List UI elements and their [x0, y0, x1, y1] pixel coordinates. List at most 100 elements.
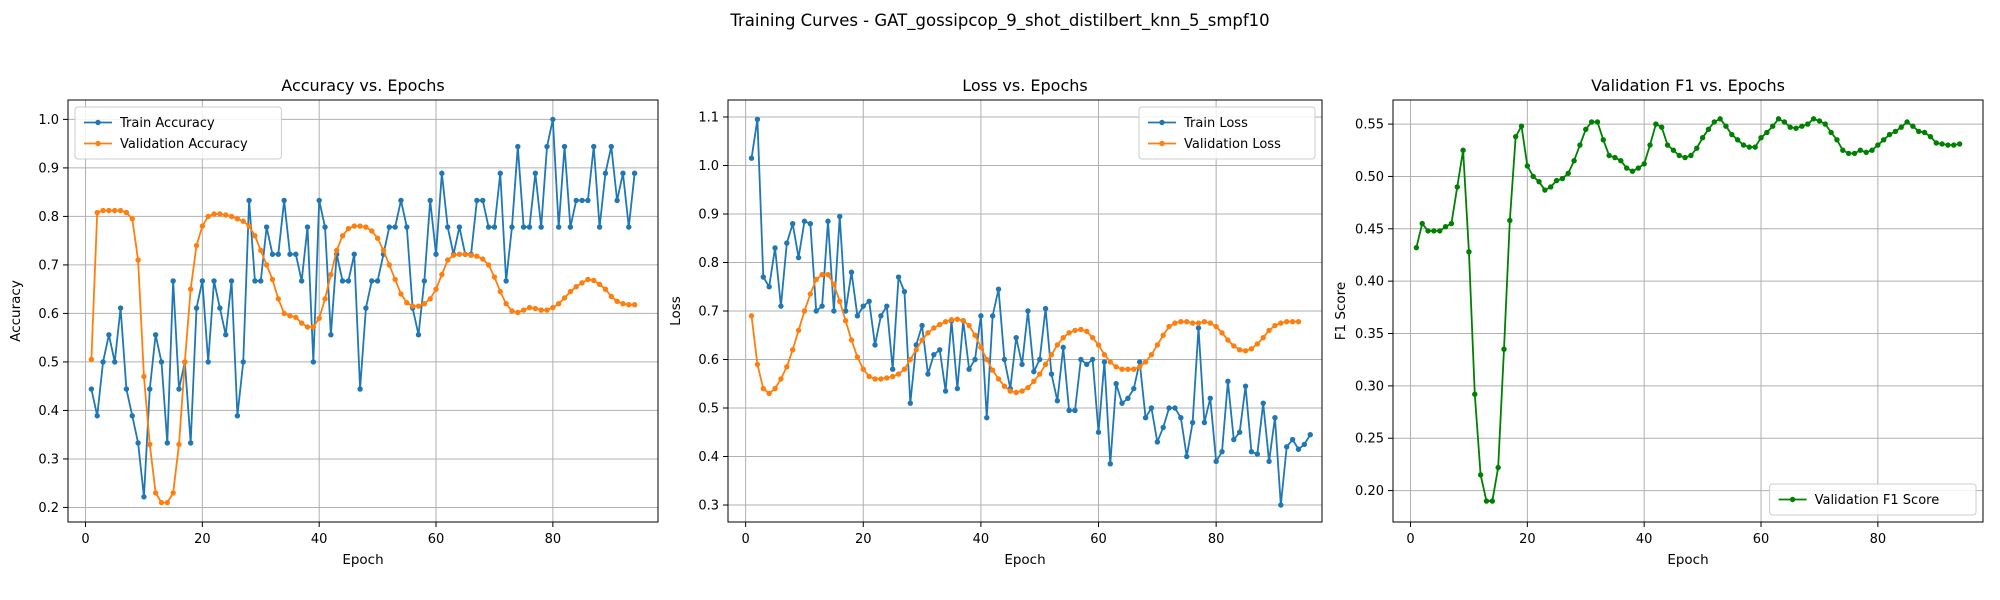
data-point [1501, 346, 1507, 352]
data-point [784, 364, 790, 370]
data-point [468, 252, 474, 258]
data-point [1278, 320, 1284, 326]
legend-item-validation-loss: Validation Loss [1148, 137, 1281, 152]
data-point [942, 318, 949, 325]
data-point [573, 284, 579, 290]
legend: Validation F1 Score [1769, 483, 1977, 516]
data-point [889, 373, 896, 380]
data-point [176, 441, 182, 448]
data-point [439, 271, 445, 278]
data-point [485, 224, 492, 230]
data-point [1148, 405, 1155, 411]
data-point [813, 308, 819, 314]
data-point [1113, 381, 1119, 387]
data-point [1072, 327, 1078, 334]
data-point [1207, 395, 1213, 402]
data-point [293, 251, 299, 257]
data-point [831, 281, 837, 288]
data-point [369, 228, 375, 234]
data-point [363, 224, 369, 230]
data-point [94, 413, 100, 419]
data-point [567, 288, 574, 295]
data-point [1548, 184, 1554, 190]
data-point [1752, 144, 1758, 150]
data-point [972, 332, 978, 338]
data-point [193, 242, 200, 249]
data-point [1131, 385, 1137, 392]
data-point [1278, 502, 1284, 508]
data-point [1201, 318, 1208, 325]
data-point [1588, 119, 1595, 125]
data-point [1125, 366, 1131, 372]
data-point [526, 304, 533, 311]
data-point [164, 440, 171, 446]
data-point [345, 225, 352, 232]
y-tick-label: 0.9 [38, 161, 59, 176]
chart-loss-vs-epochs: 0 20 40 60 80 0.3 0.4 0.5 0.6 0.7 0.8 0.9 1.0 1.1 Loss… [668, 76, 1323, 568]
y-tick-label: 0.45 [1355, 222, 1384, 237]
legend-label: Validation Accuracy [120, 137, 248, 152]
x-tick-label: 40 [1636, 532, 1653, 547]
data-point [1119, 366, 1125, 372]
data-point [866, 373, 872, 380]
y-tick-label: 0.2 [38, 501, 59, 516]
data-point [1242, 348, 1249, 354]
data-point [1799, 123, 1805, 129]
y-tick-label: 1.0 [698, 159, 719, 174]
data-point [117, 207, 124, 214]
legend-swatch-marker [1159, 140, 1165, 147]
data-point [884, 375, 890, 381]
y-axis-label: Accuracy [8, 280, 24, 342]
y-tick-label: 0.6 [38, 307, 59, 322]
data-point [1892, 128, 1899, 135]
data-point [112, 359, 118, 365]
legend-item-validation-accuracy: Validation Accuracy [84, 137, 248, 152]
data-point [1612, 154, 1618, 161]
data-point [1184, 318, 1190, 325]
data-point [304, 324, 311, 330]
data-point [631, 170, 638, 176]
data-point [907, 356, 914, 363]
data-point [117, 305, 124, 311]
chart-validation-f1-vs-epochs: 0 20 40 60 80 0.20 0.25 0.30 0.35 0.40 0.45 0.50 0.5… [1333, 76, 1984, 568]
data-point [1688, 152, 1694, 159]
data-point [1042, 305, 1049, 312]
data-point [1107, 461, 1113, 467]
data-point [1442, 224, 1449, 230]
data-point [789, 347, 796, 353]
data-point [596, 281, 603, 288]
data-point [1172, 405, 1178, 411]
y-tick-label: 0.55 [1355, 118, 1384, 133]
data-point [1577, 142, 1583, 148]
data-point [1518, 123, 1525, 129]
x-tick-label: 0 [81, 532, 89, 547]
legend-label: Validation F1 Score [1815, 493, 1940, 508]
data-point [363, 305, 369, 311]
y-tick-label: 0.5 [38, 355, 59, 370]
y-tick-label: 0.40 [1355, 275, 1384, 290]
data-point [878, 376, 884, 382]
data-point [123, 209, 130, 216]
data-point [170, 490, 176, 496]
data-point [158, 499, 165, 506]
data-point [1857, 147, 1864, 153]
data-point [1060, 344, 1066, 351]
data-point [937, 347, 943, 353]
data-point [795, 254, 802, 261]
legend-swatch-marker [95, 140, 101, 147]
data-point [480, 256, 486, 262]
data-point [1910, 123, 1916, 129]
data-point [193, 305, 200, 311]
data-point [889, 366, 896, 372]
data-point [1225, 337, 1231, 343]
data-point [1078, 356, 1084, 363]
data-point [1816, 118, 1823, 124]
data-point [1945, 142, 1951, 148]
data-point [1131, 366, 1137, 372]
data-point [1219, 330, 1225, 336]
data-point [1136, 359, 1143, 365]
data-point [1154, 439, 1161, 445]
data-point [392, 224, 398, 230]
data-point [1571, 158, 1577, 164]
data-point [1184, 453, 1190, 460]
